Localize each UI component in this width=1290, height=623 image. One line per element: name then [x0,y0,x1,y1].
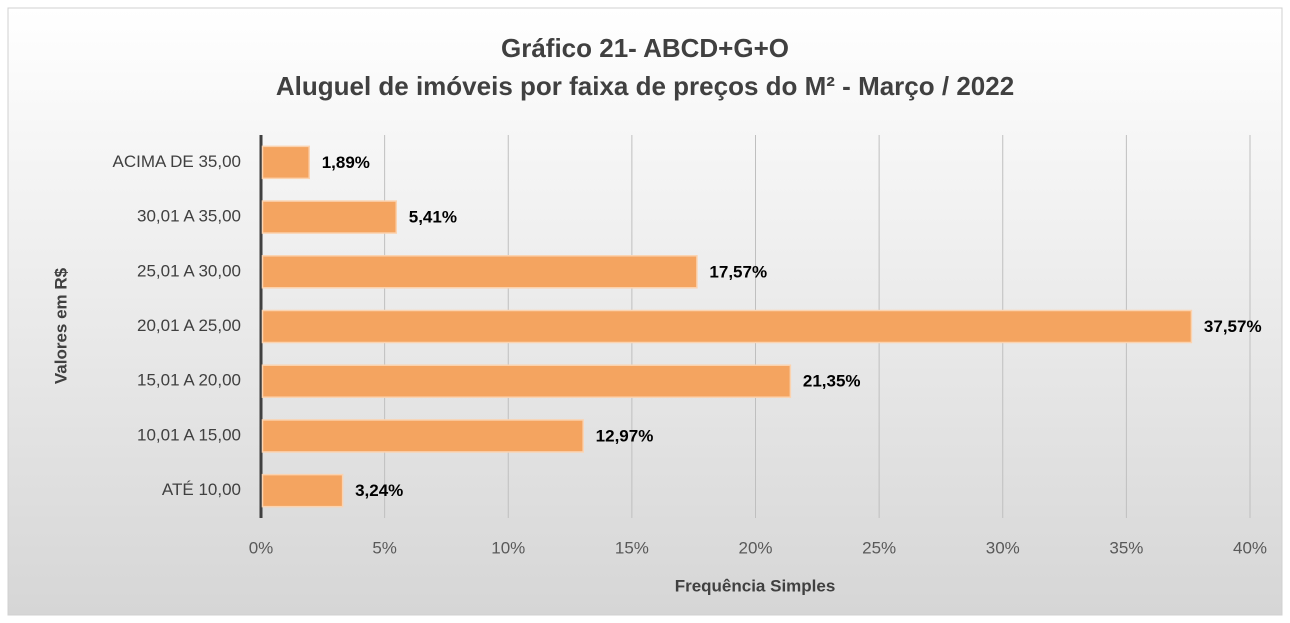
y-tick-label: ACIMA DE 35,00 [112,152,241,171]
bar [261,473,344,508]
y-axis-label: Valores em R$ [51,267,70,384]
y-tick-label: 30,01 A 35,00 [137,207,241,226]
bar [261,309,1193,344]
bar [261,145,310,180]
chart-title: Gráfico 21- ABCD+G+O [501,33,789,63]
data-label: 12,97% [596,426,654,445]
x-tick-label: 25% [862,538,896,557]
x-tick-label: 5% [372,538,397,557]
data-label: 17,57% [709,262,767,281]
data-label: 37,57% [1204,317,1262,336]
bar [261,200,398,234]
x-tick-label: 15% [615,538,649,557]
data-label: 3,24% [355,481,403,500]
bar [261,255,698,289]
y-tick-label: 20,01 A 25,00 [137,316,241,335]
x-axis-label: Frequência Simples [675,576,836,595]
x-tick-label: 20% [738,538,772,557]
bar [261,419,584,453]
data-label: 1,89% [322,153,370,172]
y-tick-label: 10,01 A 15,00 [137,425,241,444]
y-tick-label: 15,01 A 20,00 [137,371,241,390]
data-label: 21,35% [803,372,861,391]
x-tick-label: 40% [1233,538,1267,557]
bar [261,364,792,398]
y-tick-label: ATÉ 10,00 [162,480,241,499]
y-tick-label: 25,01 A 30,00 [137,261,241,280]
chart-subtitle: Aluguel de imóveis por faixa de preços d… [276,71,1014,101]
x-tick-label: 30% [986,538,1020,557]
data-label: 5,41% [409,208,457,227]
x-tick-label: 35% [1109,538,1143,557]
x-tick-label: 10% [491,538,525,557]
x-tick-label: 0% [249,538,274,557]
